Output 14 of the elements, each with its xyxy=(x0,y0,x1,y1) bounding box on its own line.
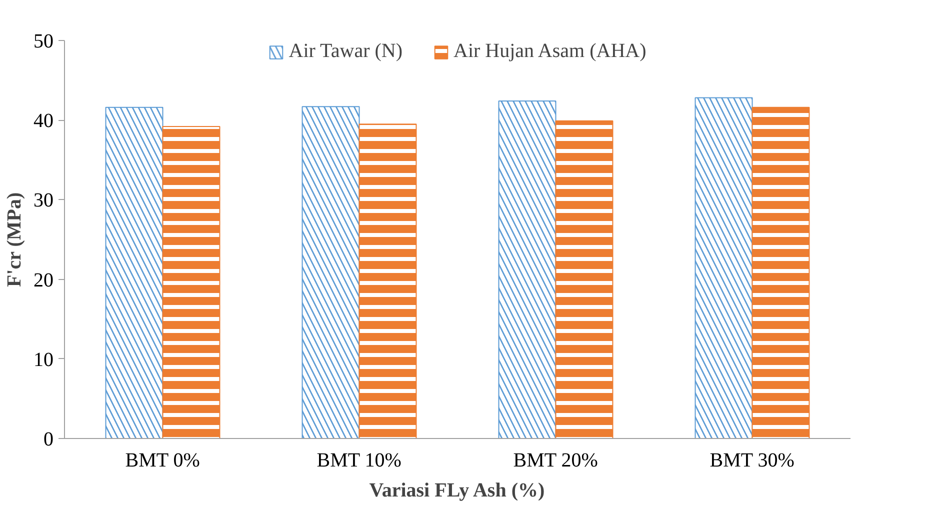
y-tick-label: 50 xyxy=(34,30,54,52)
y-axis-title: F'cr (MPa) xyxy=(4,192,26,287)
x-tick-label: BMT 30% xyxy=(710,450,794,472)
legend-label: Air Tawar (N) xyxy=(288,40,402,63)
y-tick-label: 30 xyxy=(34,190,54,212)
y-tick-label: 40 xyxy=(34,110,54,132)
x-tick-label: BMT 0% xyxy=(125,450,200,472)
y-tick-label: 10 xyxy=(34,348,54,371)
x-tick-label: BMT 20% xyxy=(513,450,598,472)
y-tick-label: 0 xyxy=(44,428,54,450)
legend-label: Air Hujan Asam (AHA) xyxy=(454,40,646,63)
x-tick-label: BMT 10% xyxy=(316,450,402,472)
x-axis-title: Variasi FLy Ash (%) xyxy=(369,480,545,502)
y-tick-label: 20 xyxy=(34,269,54,292)
